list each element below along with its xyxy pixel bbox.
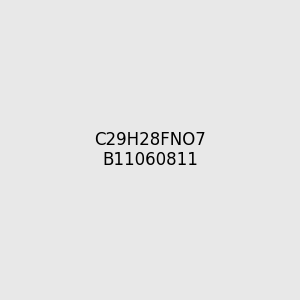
- Text: C29H28FNO7
B11060811: C29H28FNO7 B11060811: [94, 130, 206, 170]
